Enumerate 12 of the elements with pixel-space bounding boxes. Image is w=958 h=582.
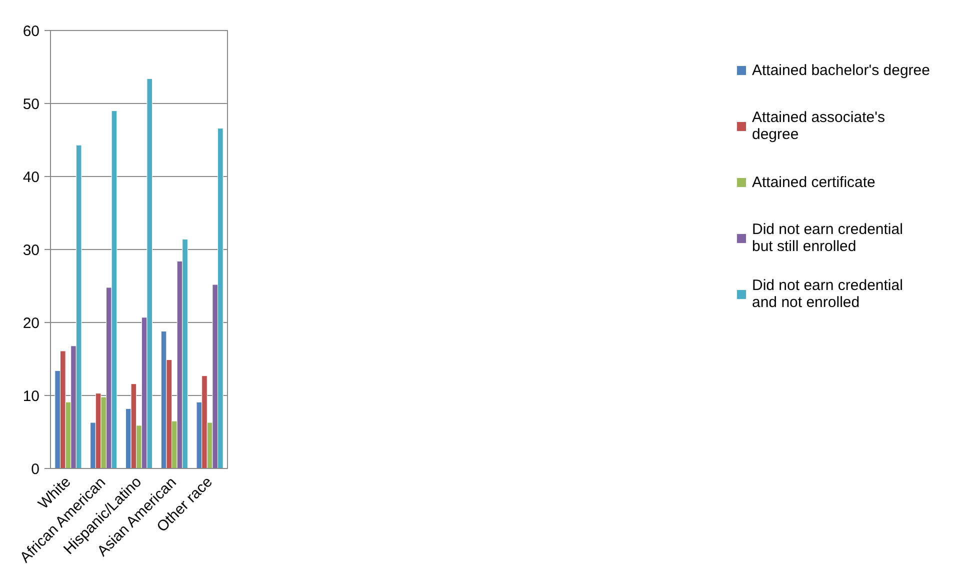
legend-label: Did not earn credential but still enrolled <box>752 220 903 257</box>
legend-label: Attained bachelor's degree <box>752 60 930 80</box>
y-tick-label: 10 <box>22 388 40 405</box>
y-tick-label: 20 <box>22 315 40 332</box>
y-tick-label: 50 <box>22 96 40 113</box>
legend-label: Attained associate's degree <box>752 108 885 145</box>
y-tick-label: 60 <box>22 23 40 40</box>
y-tick-label: 0 <box>31 461 40 478</box>
legend-label: Attained certificate <box>752 172 876 192</box>
y-tick-label: 30 <box>22 242 40 259</box>
legend-label: Did not earn credential and not enrolled <box>752 276 903 313</box>
y-tick-label: 40 <box>22 169 40 186</box>
